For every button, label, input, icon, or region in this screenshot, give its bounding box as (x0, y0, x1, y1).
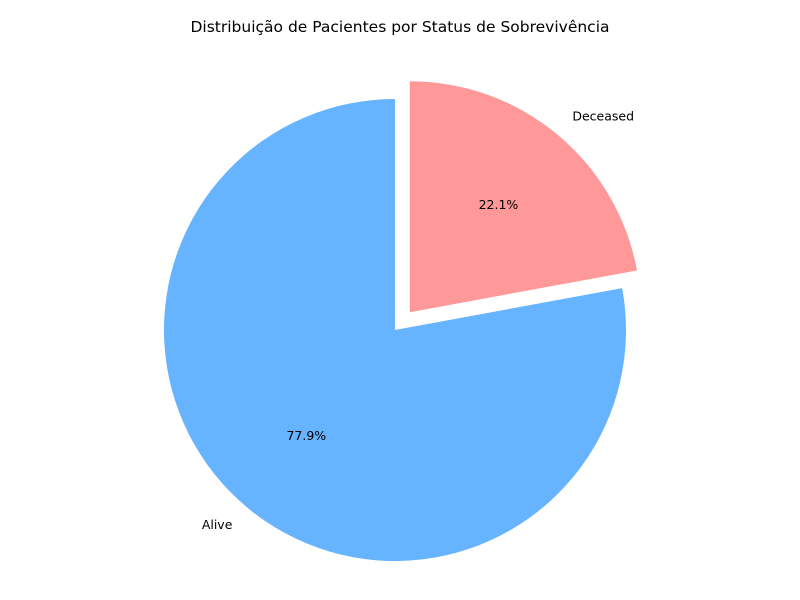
pie-slice-deceased (409, 81, 637, 313)
slice-label-deceased: Deceased (572, 108, 634, 123)
pct-label-deceased: 22.1% (479, 197, 519, 212)
chart-title: Distribuição de Pacientes por Status de … (190, 18, 609, 36)
slice-label-alive: Alive (202, 517, 233, 532)
pie-slice-alive (163, 99, 626, 561)
pie-labels: Deceased 22.1% Alive 77.9% (202, 108, 634, 531)
pct-label-alive: 77.9% (286, 428, 326, 443)
pie-slices (163, 81, 637, 561)
